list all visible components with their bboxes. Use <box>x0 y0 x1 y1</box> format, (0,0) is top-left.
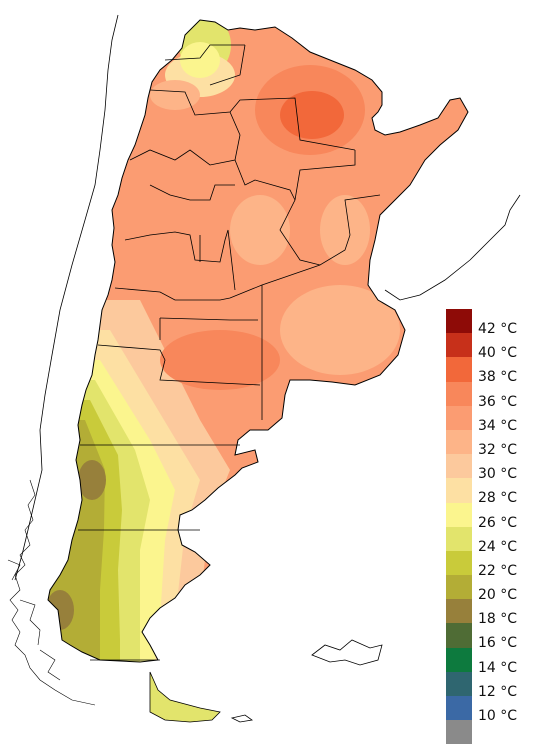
legend-label: 16 °C <box>478 635 518 652</box>
legend-swatch <box>446 550 472 576</box>
malvinas-islands <box>311 639 383 666</box>
legend-label: 40 °C <box>478 345 518 362</box>
legend-item: 30 °C <box>446 454 536 482</box>
legend-item: 12 °C <box>446 671 536 700</box>
legend-swatch <box>446 405 472 430</box>
legend-label: 24 °C <box>478 538 518 555</box>
tierra-del-fuego <box>149 671 221 723</box>
legend-item: 42 °C <box>446 309 536 337</box>
legend-swatch <box>446 429 472 455</box>
legend-swatch <box>446 357 472 382</box>
legend-swatch <box>446 647 472 672</box>
legend-label: 42 °C <box>478 321 518 337</box>
legend-label: 10 °C <box>478 708 518 724</box>
chile-coastline <box>7 479 96 706</box>
legend-item: 40 °C <box>446 333 536 361</box>
legend-item: 22 °C <box>446 550 536 579</box>
legend-swatch <box>446 478 472 503</box>
legend-swatch <box>446 454 472 479</box>
chile-outline <box>14 14 521 581</box>
legend-swatch <box>446 333 472 358</box>
legend-label: 14 °C <box>478 659 518 676</box>
legend-item: 18 °C <box>446 599 536 627</box>
legend-label: 38 °C <box>478 369 518 386</box>
legend-item: 24 °C <box>446 526 536 555</box>
legend-swatch <box>446 575 472 600</box>
legend-label: 30 °C <box>478 466 518 483</box>
small-island <box>230 714 254 723</box>
legend-label: 34 °C <box>478 417 518 434</box>
legend-label: 36 °C <box>478 393 518 410</box>
legend-swatch <box>446 623 472 648</box>
legend-label: 12 °C <box>478 683 518 700</box>
legend-item: 38 °C <box>446 357 536 385</box>
legend-item: 14 °C <box>446 647 536 676</box>
legend-item: 10 °C <box>446 696 536 724</box>
legend-swatch <box>446 720 472 745</box>
legend-label: 32 °C <box>478 441 518 458</box>
legend-item: 36 °C <box>446 381 536 410</box>
legend-item <box>446 720 536 745</box>
legend-swatch <box>446 599 472 624</box>
legend-item: 26 °C <box>446 502 536 531</box>
legend-item: 34 °C <box>446 405 536 434</box>
legend-item: 20 °C <box>446 575 536 603</box>
legend-swatch <box>446 526 472 551</box>
legend-label: 20 °C <box>478 587 518 604</box>
legend-item: 16 °C <box>446 623 536 651</box>
legend-item: 32 °C <box>446 429 536 458</box>
province-borders <box>78 44 381 661</box>
legend-item: 28 °C <box>446 478 536 506</box>
legend-swatch <box>446 502 472 527</box>
legend-label: 28 °C <box>478 490 518 507</box>
legend-swatch <box>446 381 472 406</box>
legend-swatch <box>446 671 472 696</box>
legend-swatch <box>446 309 472 334</box>
temperature-legend: 42 °C 40 °C 38 °C 36 °C 34 °C 32 °C 30 °C 28 °C… <box>446 309 536 745</box>
legend-swatch <box>446 696 472 721</box>
legend-label: 22 °C <box>478 562 518 579</box>
legend-label: 18 °C <box>478 611 518 628</box>
legend-label: 26 °C <box>478 514 518 531</box>
